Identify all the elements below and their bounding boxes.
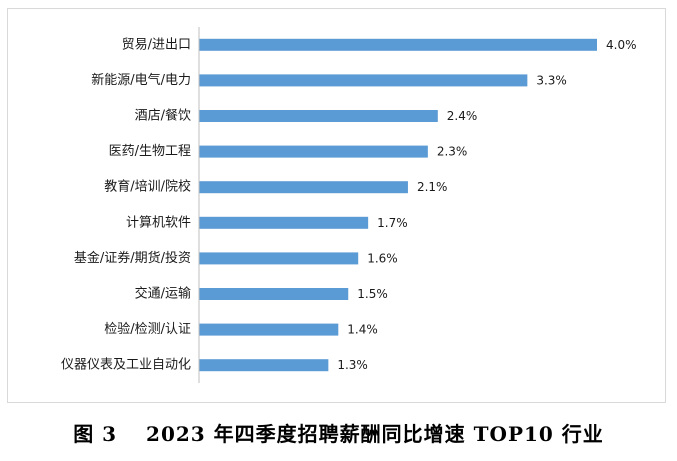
- value-label: 1.3%: [337, 358, 368, 372]
- category-label: 酒店/餐饮: [135, 108, 191, 124]
- bar-3: [199, 145, 428, 158]
- bar-8: [199, 323, 339, 336]
- bar-chart: 贸易/进出口 4.0% 新能源/电气/电力 3.3% 酒店/餐饮 2.4% 医药/生物工程 2…: [61, 27, 637, 383]
- value-label: 2.3%: [437, 145, 468, 159]
- category-label: 计算机软件: [126, 215, 191, 230]
- bar-9: [199, 359, 329, 372]
- category-label: 教育/培训/院校: [104, 179, 191, 195]
- value-label: 4.0%: [606, 38, 637, 52]
- category-label: 医药/生物工程: [109, 144, 191, 159]
- bar-0: [199, 38, 597, 51]
- value-label: 1.4%: [347, 323, 378, 337]
- chart-frame: 贸易/进出口 4.0% 新能源/电气/电力 3.3% 酒店/餐饮 2.4% 医药/生物工程 2…: [7, 8, 666, 403]
- category-label: 仪器仪表及工业自动化: [61, 358, 191, 373]
- value-label: 2.4%: [447, 109, 478, 123]
- value-label: 3.3%: [536, 73, 567, 87]
- category-label: 交通/运输: [135, 286, 191, 302]
- category-label: 检验/检测/认证: [104, 321, 191, 337]
- category-label: 基金/证券/期货/投资: [74, 250, 191, 266]
- value-label: 2.1%: [417, 180, 448, 194]
- bar-4: [199, 181, 408, 194]
- bar-2: [199, 110, 438, 122]
- bar-5: [199, 216, 369, 229]
- value-label: 1.7%: [377, 216, 408, 230]
- bar-6: [199, 252, 359, 265]
- bar-7: [199, 288, 349, 300]
- value-label: 1.6%: [367, 251, 398, 265]
- category-label: 新能源/电气/电力: [91, 72, 191, 88]
- category-label: 贸易/进出口: [122, 37, 191, 52]
- figure-caption: 图 3 2023 年四季度招聘薪酬同比增速 TOP10 行业: [73, 422, 604, 446]
- bar-1: [199, 74, 528, 87]
- value-label: 1.5%: [357, 287, 388, 301]
